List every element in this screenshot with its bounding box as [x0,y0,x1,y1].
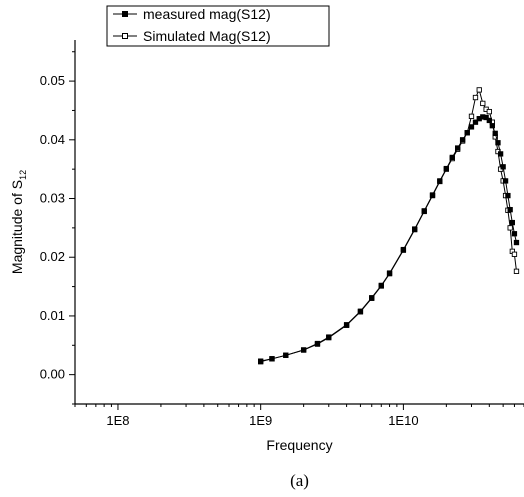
data-point [489,123,495,129]
series-simulated [258,87,520,365]
data-point [486,117,492,124]
legend: measured mag(S12) Simulated Mag(S12) [106,5,330,47]
data-point [464,130,470,136]
plot-frame [74,40,524,405]
legend-marker-simulated [122,33,128,39]
data-point [459,137,466,143]
data-point [495,140,501,146]
y-tick-label: 0.05 [40,73,65,88]
legend-entry-measured: measured mag(S12) [113,6,271,22]
legend-box [106,5,330,47]
data-point [455,145,461,151]
data-point [449,154,455,161]
y-tick-label: 0.01 [40,308,65,323]
legend-entry-simulated: Simulated Mag(S12) [113,28,271,44]
data-point [507,207,513,213]
x-tick-label: 1E8 [106,413,129,428]
data-point [314,340,321,347]
data-point [386,270,393,276]
series-line [260,88,517,363]
data-point [502,178,509,184]
legend-label-simulated: Simulated Mag(S12) [143,28,271,44]
data-point [513,239,520,246]
data-point [326,334,332,340]
x-tick-label: 1E10 [388,413,418,428]
x-axis-title: Frequency [266,437,332,453]
data-point [486,108,492,115]
data-point [497,151,504,157]
data-point [505,192,511,199]
data-point [483,114,489,121]
y-axis-title: Magnitude of S12 [9,170,28,274]
data-point [443,165,450,172]
data-point [468,124,475,130]
data-point [472,94,479,101]
legend-marker-measured [122,11,128,17]
data-point [437,178,443,184]
series-layer [258,87,520,365]
data-point [513,268,520,274]
y-axis-ticks: 0.00 0.01 0.02 0.03 0.04 0.05 [40,51,75,405]
data-point [300,347,307,353]
data-point [511,251,518,257]
data-point [480,100,486,107]
y-tick-label: 0.04 [40,132,65,147]
data-point [500,164,506,170]
data-point [472,119,479,125]
data-point [258,358,264,364]
data-point [492,130,498,136]
series-line [260,116,517,362]
data-point [378,282,384,289]
data-point [468,113,475,119]
x-tick-label: 1E9 [249,413,272,428]
data-point [509,219,515,226]
data-point [400,246,407,253]
data-point [476,87,482,93]
data-point [369,295,375,301]
figure-caption: (a) [290,471,309,490]
data-point [507,225,513,231]
data-point [421,208,427,214]
data-point [343,322,350,328]
y-axis-title-main: Magnitude of S [9,180,25,274]
x-axis-ticks: 1E8 1E9 1E10 [74,404,524,428]
data-point [283,352,289,358]
y-tick-label: 0.03 [40,191,65,206]
y-tick-label: 0.02 [40,249,65,264]
data-point [511,231,518,237]
legend-label-measured: measured mag(S12) [143,6,271,22]
y-tick-label: 0.00 [40,367,65,382]
data-point [412,226,418,232]
data-point [429,192,436,198]
y-axis-title-subscript: 12 [18,170,28,180]
series-measured [258,114,520,364]
data-point [357,308,364,314]
data-point [269,356,275,362]
